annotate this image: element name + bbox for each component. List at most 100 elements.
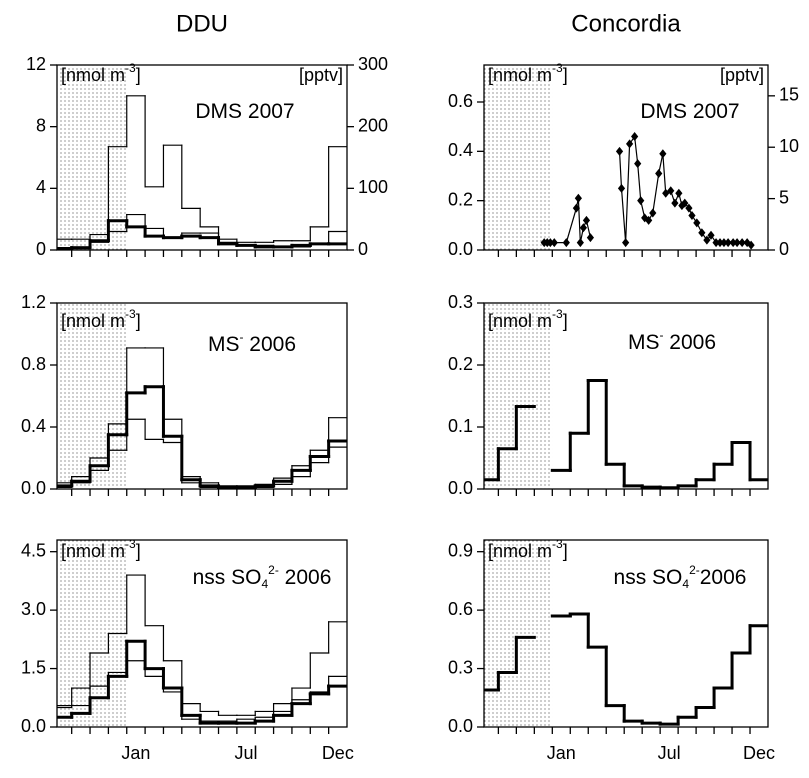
unit-label-part: [nmol m xyxy=(488,65,552,85)
panel-annotation-part: 4 xyxy=(261,577,268,591)
data-point xyxy=(675,188,683,198)
data-point xyxy=(655,169,663,179)
data-point xyxy=(625,139,634,149)
panel-annotation-part: nss SO xyxy=(614,566,683,589)
y2-unit-label: [pptv] xyxy=(299,65,343,85)
plot-area xyxy=(57,347,347,489)
unit-label-part: [nmol m xyxy=(488,311,552,331)
shaded-period xyxy=(484,303,553,489)
y-tick-label: 0.6 xyxy=(448,599,473,619)
column-title: Concordia xyxy=(571,10,681,37)
plot-area xyxy=(484,379,768,490)
panel-annotation: MS- 2006 xyxy=(208,330,296,355)
unit-label-part: -3 xyxy=(125,537,136,551)
data-point xyxy=(678,201,686,211)
y2-tick-label: 0 xyxy=(358,239,368,259)
panel: 0.0 1.5 3.0 4.5 Jan Jul Dec [nmol m-3] nss SO42-… xyxy=(21,537,354,763)
data-point xyxy=(550,238,558,248)
unit-label-part: ] xyxy=(563,65,568,85)
unit-label-part: ] xyxy=(563,311,568,331)
panel-annotation: DMS 2007 xyxy=(640,100,739,123)
y-tick-label: 0.9 xyxy=(448,540,473,560)
y-tick-label: 0.2 xyxy=(448,189,473,209)
y2-unit-label: [pptv] xyxy=(720,65,764,85)
data-point xyxy=(703,235,711,245)
plot-frame xyxy=(56,539,348,728)
data-point xyxy=(586,233,595,243)
data-point xyxy=(572,203,580,213)
data-point xyxy=(576,238,584,248)
data-point xyxy=(698,228,706,238)
unit-label-part: -3 xyxy=(552,537,563,551)
panel: 0.0 0.4 0.8 1.2 [nmol m-3] MS- 2006 xyxy=(21,292,348,498)
panel-annotation-part: 2006 xyxy=(279,566,332,589)
panel-annotation: DMS 2007 xyxy=(195,100,294,123)
unit-label-part: [nmol m xyxy=(61,541,125,561)
data-point xyxy=(693,218,701,228)
y-tick-label: 0.6 xyxy=(448,91,473,111)
panel-annotation-part: nss SO xyxy=(193,566,262,589)
y-tick-label: 3.0 xyxy=(21,599,46,619)
data-point xyxy=(659,149,667,159)
plot-frame xyxy=(483,302,769,490)
data-point xyxy=(617,183,626,193)
unit-label-part: [nmol m xyxy=(61,65,125,85)
data-point xyxy=(671,198,679,208)
unit-label-part: [nmol m xyxy=(61,311,125,331)
unit-label: [nmol m-3] xyxy=(488,61,568,85)
y2-tick-label: 0 xyxy=(779,239,789,259)
panel: 0.0 0.3 0.6 0.9 Jan Jul Dec [nmol m-3] nss SO42-… xyxy=(448,537,775,763)
shaded-period xyxy=(57,303,127,489)
panel: 0.0 0.2 0.4 0.6 0 5 10 15 [nmol m-3] [pptv] DMS 20… xyxy=(448,61,799,259)
y-tick-label: 8 xyxy=(36,115,46,135)
column-title: DDU xyxy=(176,10,228,37)
y-tick-label: 0.3 xyxy=(448,292,473,312)
plot-area xyxy=(57,95,347,250)
panel-annotation-part: 2- xyxy=(689,563,700,577)
y-tick-label: 0.3 xyxy=(448,657,473,677)
unit-label-part: ] xyxy=(136,541,141,561)
plot-area xyxy=(57,574,347,725)
panel-annotation-part: - xyxy=(659,328,663,342)
data-point xyxy=(579,223,587,233)
data-point xyxy=(681,198,689,208)
y-tick-label: 0.0 xyxy=(21,716,46,736)
y-tick-label: 0.4 xyxy=(21,416,46,436)
y-tick-label: 0.0 xyxy=(21,478,46,498)
unit-label-part: ] xyxy=(136,311,141,331)
y-tick-label: 4 xyxy=(36,177,46,197)
y-tick-label: 0.1 xyxy=(448,416,473,436)
panel-annotation-part: 2006 xyxy=(243,333,296,356)
unit-label: [nmol m-3] xyxy=(61,307,141,331)
panel-annotation-part: MS xyxy=(208,333,240,356)
data-point xyxy=(562,238,570,248)
unit-label: [nmol m-3] xyxy=(488,537,568,561)
data-point xyxy=(667,186,675,196)
data-point xyxy=(685,203,693,213)
unit-label-part: [nmol m xyxy=(488,541,552,561)
shaded-period xyxy=(484,540,553,727)
y-tick-label: 0.4 xyxy=(448,140,473,160)
x-tick-label: Dec xyxy=(743,743,775,763)
y-tick-label: 1.2 xyxy=(21,292,46,312)
data-point xyxy=(574,193,582,203)
y2-tick-label: 200 xyxy=(358,115,388,135)
y-tick-label: 0 xyxy=(36,239,46,259)
panel-annotation-part: MS xyxy=(628,331,660,354)
data-point xyxy=(582,215,591,225)
unit-label-part: ] xyxy=(136,65,141,85)
data-point xyxy=(641,213,649,223)
shaded-period xyxy=(484,65,553,250)
unit-label-part: -3 xyxy=(125,307,136,321)
y2-tick-label: 15 xyxy=(779,85,799,105)
plot-frame xyxy=(483,64,769,251)
panel-annotation-part: 2006 xyxy=(700,566,747,589)
panel-annotation: MS- 2006 xyxy=(628,328,716,353)
data-point xyxy=(729,238,737,248)
plot-area xyxy=(484,612,768,726)
data-point xyxy=(645,215,653,225)
panel-annotation-part: - xyxy=(239,330,243,344)
x-tick-label: Jan xyxy=(547,743,576,763)
